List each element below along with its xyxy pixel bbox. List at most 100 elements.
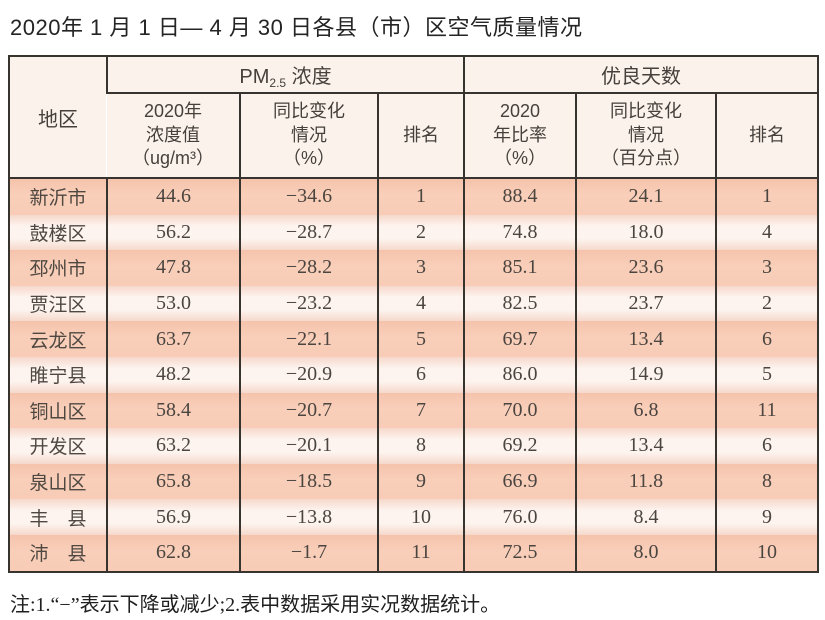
table-body: 新沂市 44.6 −34.6 1 88.4 24.1 1 鼓楼区 56.2 −2… bbox=[9, 178, 819, 572]
header-pm-value: 2020年 浓度值 （ug/m³） bbox=[107, 93, 240, 179]
pm-rank-cell: 7 bbox=[376, 392, 465, 429]
pm-change-cell: −22.1 bbox=[239, 321, 378, 357]
pm-rank-cell: 10 bbox=[376, 499, 465, 535]
table-row: 开发区 63.2 −20.1 8 69.2 13.4 6 bbox=[9, 428, 819, 464]
table-row: 泉山区 65.8 −18.5 9 66.9 11.8 8 bbox=[9, 463, 819, 500]
pm-value-cell: 56.2 bbox=[106, 214, 240, 251]
good-rank-cell: 10 bbox=[715, 534, 819, 572]
header-good-change: 同比变化 情况 （百分点） bbox=[575, 93, 717, 179]
header-group-row: 地区 PM2.5 浓度 优良天数 bbox=[9, 56, 819, 179]
region-cell: 贾汪区 bbox=[9, 285, 107, 322]
table-row: 丰 县 56.9 −13.8 10 76.0 8.4 9 bbox=[9, 499, 819, 535]
pm-value-cell: 47.8 bbox=[106, 250, 240, 286]
good-rate-cell: 70.0 bbox=[463, 392, 577, 429]
good-rank-cell: 8 bbox=[715, 463, 819, 500]
pm-rank-cell: 8 bbox=[376, 428, 465, 464]
pm-change-cell: −23.2 bbox=[239, 285, 378, 322]
pm-value-cell: 63.2 bbox=[106, 428, 240, 464]
header-pm-group: PM2.5 浓度 bbox=[105, 56, 465, 94]
good-rank-cell: 9 bbox=[715, 499, 819, 535]
pm-value-cell: 58.4 bbox=[106, 392, 240, 429]
good-change-cell: 23.6 bbox=[575, 250, 717, 286]
good-change-cell: 6.8 bbox=[575, 392, 717, 429]
header-good-days-group: 优良天数 bbox=[463, 56, 819, 94]
header-pm-change: 同比变化 情况 （%） bbox=[239, 93, 378, 179]
good-change-cell: 18.0 bbox=[575, 214, 717, 251]
region-cell: 铜山区 bbox=[9, 392, 107, 429]
pm-value-cell: 48.2 bbox=[106, 356, 240, 393]
good-change-cell: 24.1 bbox=[575, 178, 717, 215]
pm-group-suffix: 浓度 bbox=[286, 65, 332, 88]
header-good-rank: 排名 bbox=[715, 93, 819, 179]
pm-group-prefix: PM bbox=[239, 65, 270, 88]
good-rank-cell: 3 bbox=[715, 250, 819, 286]
good-rate-cell: 86.0 bbox=[463, 356, 577, 393]
table-header: 地区 PM2.5 浓度 优良天数 2020年 浓度值 （ug/m³） 同比变化 … bbox=[9, 56, 819, 179]
pm-rank-cell: 4 bbox=[376, 285, 465, 322]
region-cell: 邳州市 bbox=[9, 250, 107, 286]
table-row: 睢宁县 48.2 −20.9 6 86.0 14.9 5 bbox=[9, 356, 819, 393]
good-rank-cell: 6 bbox=[715, 428, 819, 464]
table-row: 鼓楼区 56.2 −28.7 2 74.8 18.0 4 bbox=[9, 214, 819, 251]
region-cell: 泉山区 bbox=[9, 463, 107, 500]
good-rank-cell: 1 bbox=[715, 178, 819, 215]
pm-change-cell: −20.7 bbox=[239, 392, 378, 429]
page-title: 2020年 1 月 1 日— 4 月 30 日各县（市）区空气质量情况 bbox=[10, 15, 583, 40]
region-cell: 鼓楼区 bbox=[9, 214, 107, 251]
pm-rank-cell: 6 bbox=[376, 356, 465, 393]
air-quality-table: 地区 PM2.5 浓度 优良天数 2020年 浓度值 （ug/m³） 同比变化 … bbox=[8, 55, 820, 573]
pm-change-cell: −1.7 bbox=[239, 534, 378, 572]
header-region: 地区 bbox=[9, 56, 107, 179]
pm-rank-cell: 5 bbox=[376, 321, 465, 357]
good-rate-cell: 69.2 bbox=[463, 428, 577, 464]
good-change-cell: 14.9 bbox=[575, 356, 717, 393]
pm-change-cell: −20.1 bbox=[239, 428, 378, 464]
pm-group-subscript: 2.5 bbox=[269, 75, 287, 90]
region-cell: 沛 县 bbox=[9, 534, 107, 572]
good-change-cell: 8.4 bbox=[575, 499, 717, 535]
table-row: 新沂市 44.6 −34.6 1 88.4 24.1 1 bbox=[9, 178, 819, 215]
pm-value-cell: 44.6 bbox=[106, 178, 240, 215]
pm-change-cell: −28.7 bbox=[239, 214, 378, 251]
pm-value-cell: 56.9 bbox=[106, 499, 240, 535]
table-row: 邳州市 47.8 −28.2 3 85.1 23.6 3 bbox=[9, 250, 819, 286]
pm-value-cell: 63.7 bbox=[106, 321, 240, 357]
region-cell: 新沂市 bbox=[9, 178, 107, 215]
pm-rank-cell: 3 bbox=[376, 250, 465, 286]
good-rate-cell: 72.5 bbox=[463, 534, 577, 572]
region-cell: 睢宁县 bbox=[9, 356, 107, 393]
region-cell: 云龙区 bbox=[9, 321, 107, 357]
good-rank-cell: 2 bbox=[715, 285, 819, 322]
good-change-cell: 13.4 bbox=[575, 321, 717, 357]
good-rate-cell: 85.1 bbox=[463, 250, 577, 286]
good-rank-cell: 5 bbox=[715, 356, 819, 393]
pm-rank-cell: 1 bbox=[376, 178, 465, 215]
pm-rank-cell: 2 bbox=[376, 214, 465, 251]
good-rate-cell: 76.0 bbox=[463, 499, 577, 535]
good-rate-cell: 66.9 bbox=[463, 463, 577, 500]
pm-change-cell: −20.9 bbox=[239, 356, 378, 393]
good-rate-cell: 88.4 bbox=[463, 178, 577, 215]
pm-value-cell: 65.8 bbox=[106, 463, 240, 500]
pm-value-cell: 53.0 bbox=[106, 285, 240, 322]
good-change-cell: 8.0 bbox=[575, 534, 717, 572]
good-rate-cell: 74.8 bbox=[463, 214, 577, 251]
good-rank-cell: 4 bbox=[715, 214, 819, 251]
region-cell: 开发区 bbox=[9, 428, 107, 464]
good-change-cell: 11.8 bbox=[575, 463, 717, 500]
pm-rank-cell: 11 bbox=[376, 534, 465, 572]
pm-change-cell: −34.6 bbox=[239, 178, 378, 215]
pm-value-cell: 62.8 bbox=[106, 534, 240, 572]
table-row: 铜山区 58.4 −20.7 7 70.0 6.8 11 bbox=[9, 392, 819, 429]
good-change-cell: 23.7 bbox=[575, 285, 717, 322]
table-row: 贾汪区 53.0 −23.2 4 82.5 23.7 2 bbox=[9, 285, 819, 322]
pm-change-cell: −18.5 bbox=[239, 463, 378, 500]
pm-change-cell: −28.2 bbox=[239, 250, 378, 286]
good-rate-cell: 82.5 bbox=[463, 285, 577, 322]
footnote: 注:1.“−”表示下降或减少;2.表中数据采用实况数据统计。 bbox=[10, 593, 501, 616]
header-pm-rank: 排名 bbox=[376, 93, 465, 179]
header-sub-row: 2020年 浓度值 （ug/m³） 同比变化 情况 （%） 排名 2020 年比… bbox=[9, 93, 819, 179]
good-rank-cell: 11 bbox=[715, 392, 819, 429]
good-rate-cell: 69.7 bbox=[463, 321, 577, 357]
pm-change-cell: −13.8 bbox=[239, 499, 378, 535]
